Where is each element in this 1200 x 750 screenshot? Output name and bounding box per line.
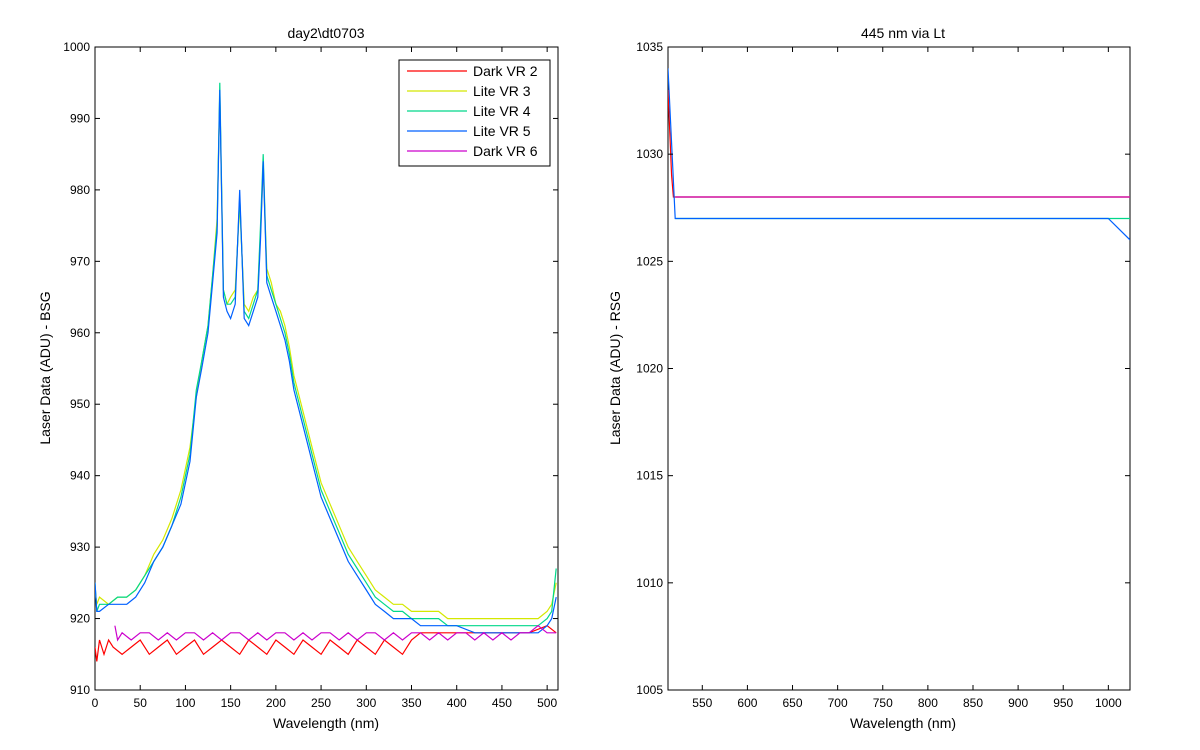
left-chart-series-5-line	[114, 624, 557, 642]
right-chart-ytick-label: 1020	[636, 362, 663, 376]
left-chart-legend: Dark VR 2 Lite VR 3 Lite VR 4 Lite VR 5 Dark…	[398, 59, 551, 167]
right-chart-ylabel: Laser Data (ADU) - RSG	[607, 291, 623, 445]
left-chart-ytick-label: 970	[70, 254, 90, 268]
left-chart-ytick-label: 940	[70, 469, 90, 483]
left-chart-series-2-line	[95, 96, 557, 620]
left-chart-legend-label: Lite VR 5	[473, 123, 531, 139]
right-chart-xtick-label: 950	[1053, 696, 1073, 710]
left-chart-legend-label: Dark VR 2	[473, 63, 538, 79]
right-chart-title: 445 nm via Lt	[861, 25, 945, 41]
left-chart-xtick-label: 350	[401, 696, 421, 710]
left-chart-xtick-label: 500	[537, 696, 557, 710]
left-chart-ytick-label: 910	[70, 683, 90, 697]
right-chart-ytick-label: 1005	[636, 683, 663, 697]
right-chart-xtick-label: 700	[828, 696, 848, 710]
right-chart-xlabel: Wavelength (nm)	[850, 715, 956, 731]
left-chart-xtick-label: 400	[447, 696, 467, 710]
left-chart-xtick-label: 50	[134, 696, 148, 710]
right-chart-frame	[667, 46, 1131, 691]
right-chart-xtick-label: 750	[873, 696, 893, 710]
right-chart-series-group	[668, 68, 1130, 241]
right-chart-xtick-label: 600	[737, 696, 757, 710]
left-chart-xtick-label: 450	[492, 696, 512, 710]
right-chart-ytick-label: 1035	[636, 40, 663, 54]
right-chart-plot: 550 600 650 700 750 800 850 900 950 1000 1005 1010 1…	[636, 40, 1131, 710]
left-chart-xtick-label: 250	[311, 696, 331, 710]
right-chart-xtick-label: 850	[963, 696, 983, 710]
left-chart-title: day2\dt0703	[287, 25, 364, 41]
left-chart-xtick-label: 200	[266, 696, 286, 710]
right-chart-xtick-label: 1000	[1095, 696, 1122, 710]
left-chart-series-3-line	[95, 82, 557, 627]
right-chart-ytick-label: 1025	[636, 254, 663, 268]
right-chart-xtick-label: 550	[692, 696, 712, 710]
left-chart-xlabel: Wavelength (nm)	[273, 715, 379, 731]
left-chart-ylabel: Laser Data (ADU) - BSG	[37, 291, 53, 444]
right-chart-ytick-label: 1030	[636, 147, 663, 161]
right-chart: 445 nm via Lt Laser Data (ADU) - RSG Wav…	[607, 25, 1131, 731]
left-chart-series-1-line	[95, 625, 557, 662]
left-chart-ytick-label: 930	[70, 540, 90, 554]
right-chart-xtick-label: 900	[1008, 696, 1028, 710]
right-chart-xtick-label: 800	[918, 696, 938, 710]
left-chart-series-group	[95, 82, 557, 662]
right-chart-ytick-label: 1010	[636, 576, 663, 590]
left-chart-xtick-label: 0	[92, 696, 99, 710]
left-chart-ytick-label: 920	[70, 612, 90, 626]
left-chart-plot: 0 50 100 150 200 250 300 350 400 450 500 910 920 930 9…	[63, 40, 559, 710]
right-chart-xtick-label: 650	[783, 696, 803, 710]
left-chart-ytick-label: 980	[70, 183, 90, 197]
left-chart-xtick-label: 150	[221, 696, 241, 710]
left-chart: day2\dt0703 Laser Data (ADU) - BSG Wavel…	[37, 25, 559, 731]
left-chart-legend-label: Lite VR 3	[473, 83, 531, 99]
left-chart-ytick-label: 1000	[63, 40, 90, 54]
left-chart-xtick-label: 300	[356, 696, 376, 710]
left-chart-series-4-line	[95, 89, 557, 634]
left-chart-legend-label: Lite VR 4	[473, 103, 531, 119]
left-chart-ytick-label: 960	[70, 326, 90, 340]
right-chart-series-4-line	[668, 68, 1130, 241]
left-chart-legend-label: Dark VR 6	[473, 143, 538, 159]
left-chart-xtick-label: 100	[175, 696, 195, 710]
left-chart-ytick-label: 950	[70, 397, 90, 411]
left-chart-ytick-label: 990	[70, 111, 90, 125]
left-chart-legend-box	[398, 59, 551, 167]
right-chart-ytick-label: 1015	[636, 469, 663, 483]
